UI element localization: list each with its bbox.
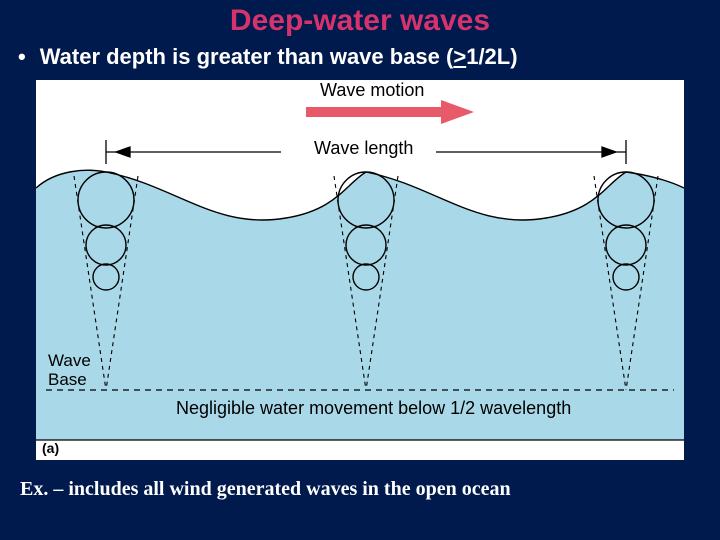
slide-title: Deep-water waves	[0, 0, 720, 38]
bullet-ge: >	[453, 44, 466, 69]
bullet-text: Water depth is greater than wave base (>…	[40, 44, 518, 70]
wave-base-label: Wave Base	[48, 352, 91, 389]
panel-label: (a)	[42, 440, 59, 456]
diagram-container: Wave motion Wave length Wave Base Neglig…	[36, 80, 684, 460]
negligible-label: Negligible water movement below 1/2 wave…	[176, 398, 571, 419]
bullet-text-b: 1/2L)	[466, 44, 517, 69]
bullet-row: • Water depth is greater than wave base …	[0, 38, 720, 80]
footer-text: Ex. – includes all wind generated waves …	[0, 460, 720, 501]
wave-base-label-l2: Base	[48, 371, 91, 390]
bullet-text-a: Water depth is greater than wave base (	[40, 44, 454, 69]
wave-length-label: Wave length	[314, 138, 413, 159]
wave-base-label-l1: Wave	[48, 352, 91, 371]
wave-motion-arrow	[306, 100, 474, 124]
wave-motion-label: Wave motion	[320, 80, 424, 101]
bullet-marker: •	[18, 46, 26, 68]
